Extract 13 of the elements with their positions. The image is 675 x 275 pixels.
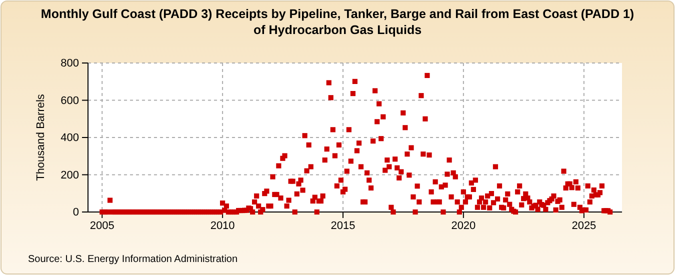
y-tick-label: 200 — [60, 169, 79, 182]
y-tick-label: 400 — [60, 132, 79, 144]
source-note: Source: U.S. Energy Information Administration — [28, 254, 238, 265]
y-tick-label: 800 — [60, 58, 79, 70]
x-tick-label: 2025 — [572, 220, 596, 232]
x-tick-label: 2010 — [210, 220, 235, 232]
x-tick-label: 2020 — [451, 220, 476, 232]
y-tick-label: 600 — [60, 94, 79, 107]
y-tick-label: 0 — [72, 206, 79, 219]
x-tick-label: 2015 — [330, 220, 356, 232]
x-tick-label: 2005 — [90, 220, 114, 232]
y-axis-title: Thousand Barrels — [35, 94, 47, 181]
chart-title: Monthly Gulf Coast (PADD 3) Receipts by Pipeline, Tanker, Barge and Rail from East Coast (PADD 1) of Hydrocarbon Gas Liquids — [40, 7, 634, 37]
